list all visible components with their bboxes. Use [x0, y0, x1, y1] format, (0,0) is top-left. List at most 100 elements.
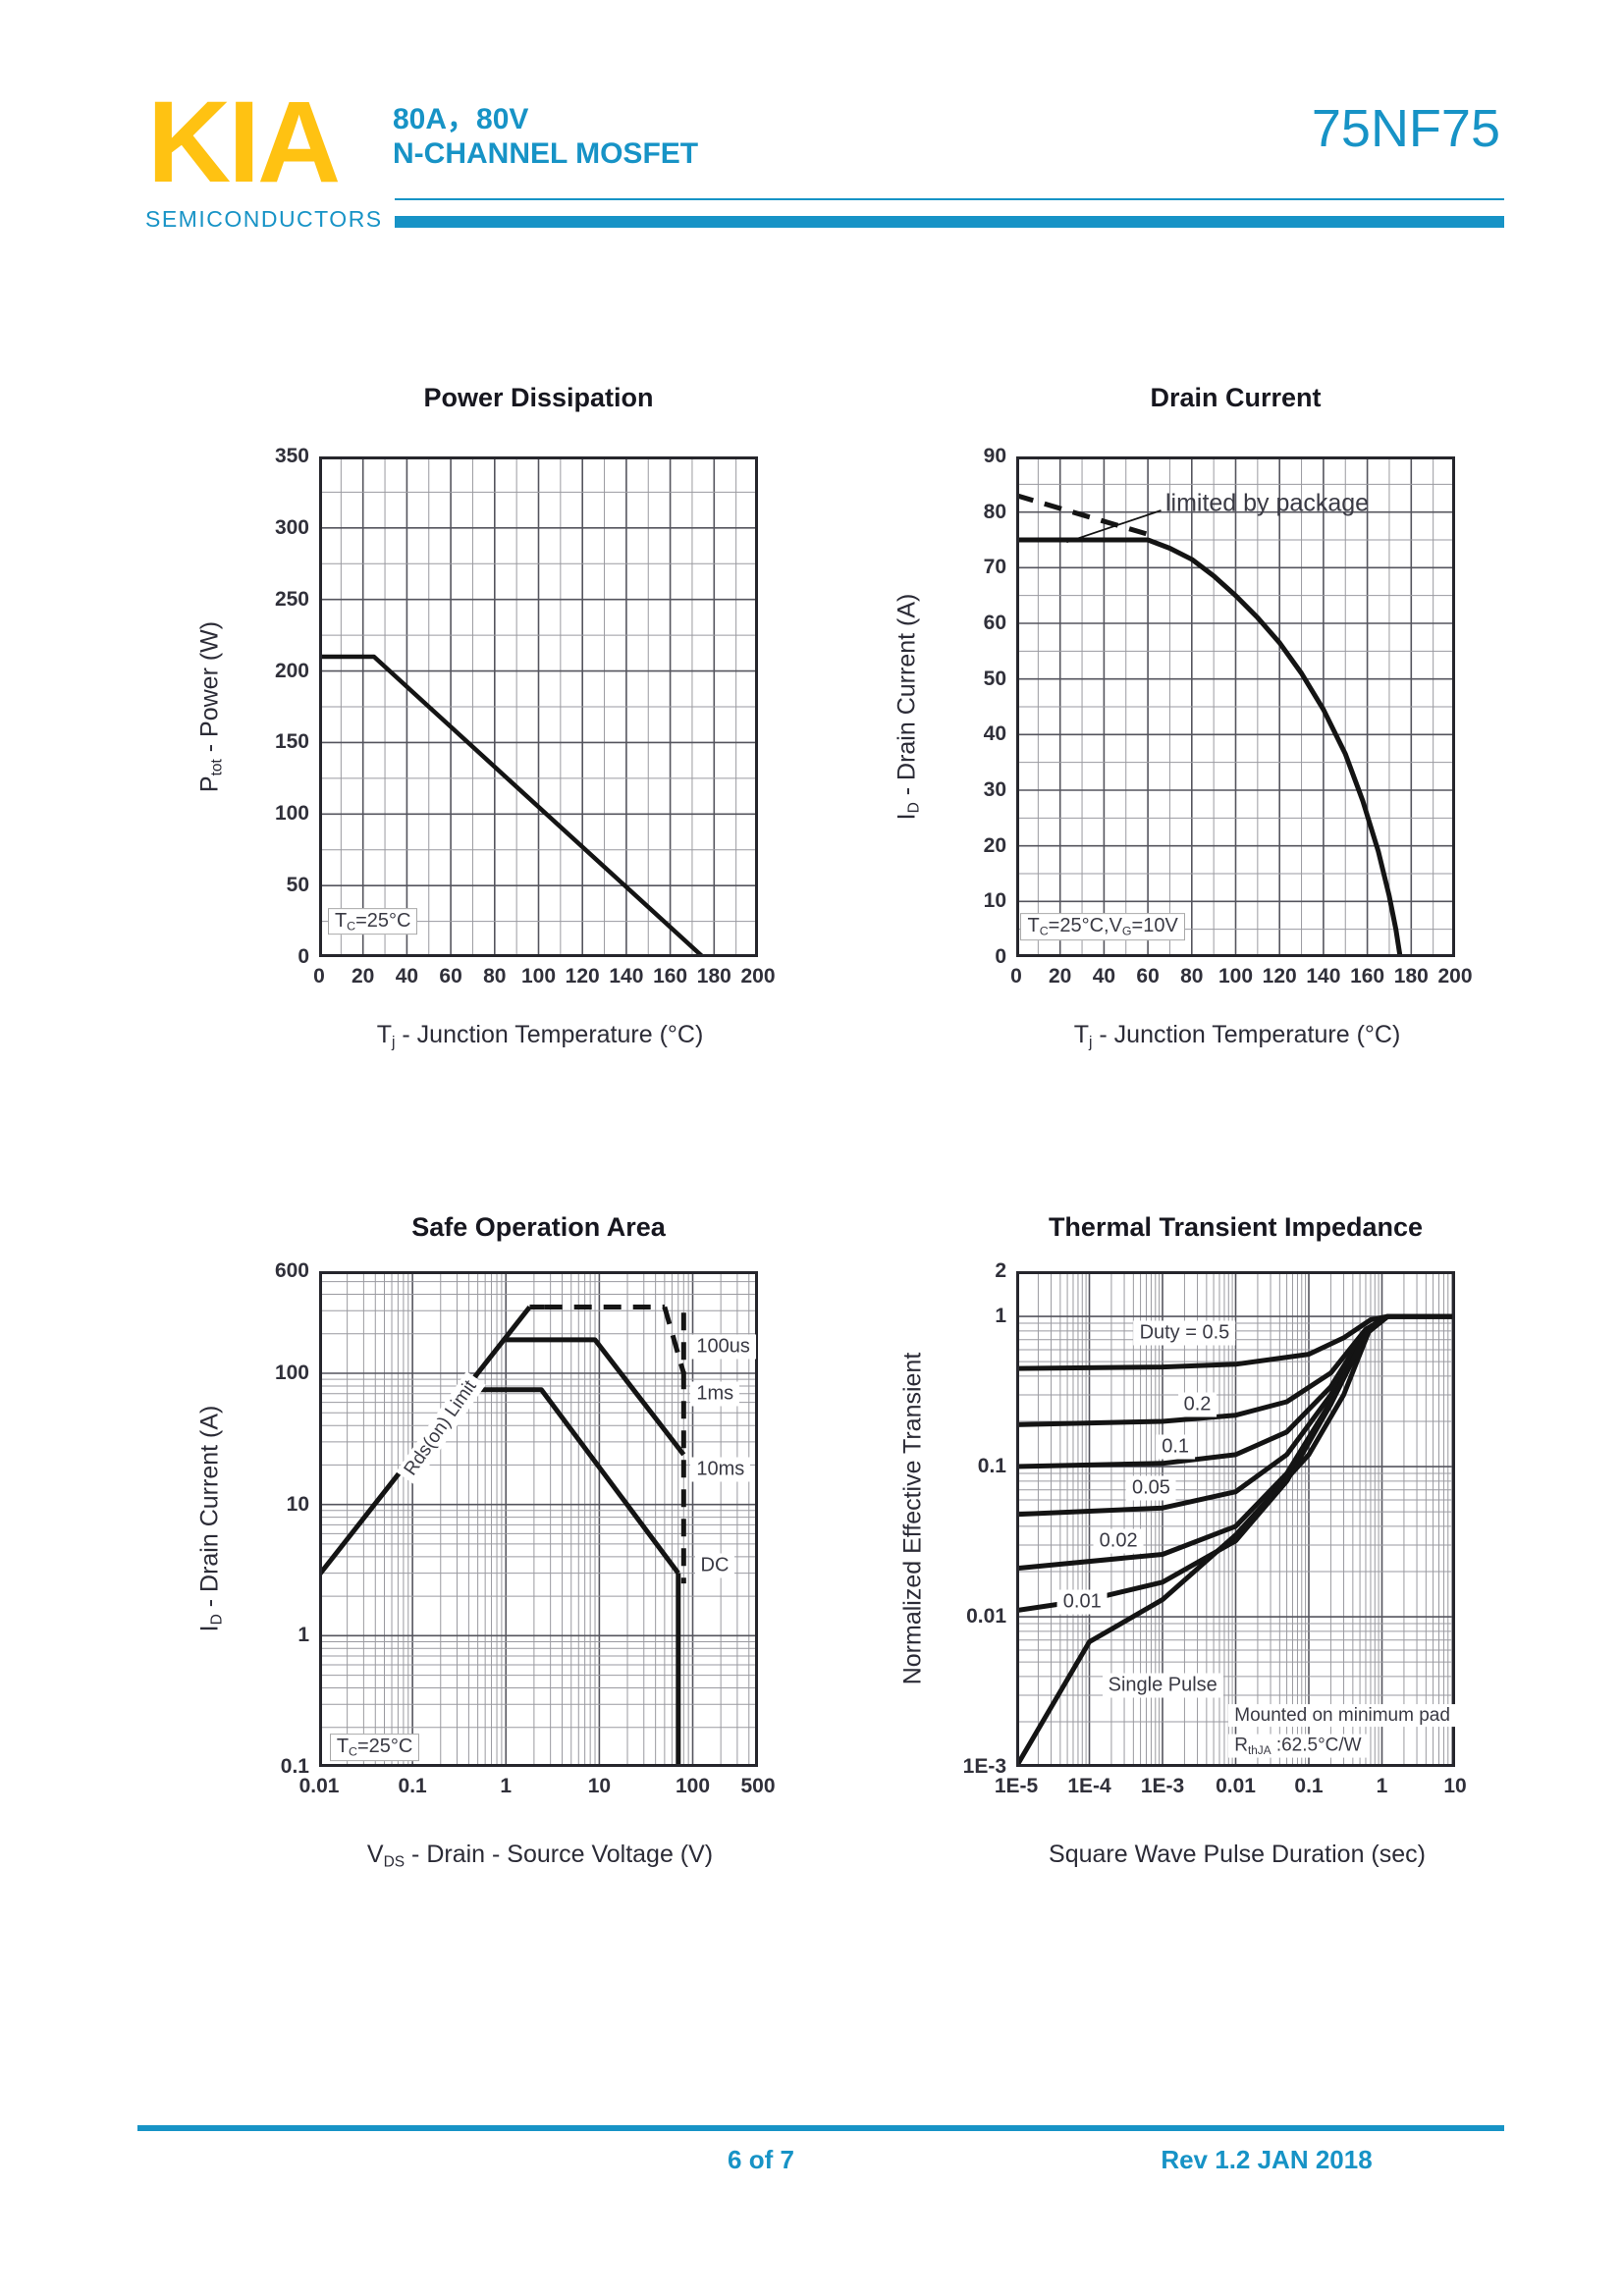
x-tick-label: 1E-4 — [1067, 1775, 1111, 1797]
x-tick-label: 10 — [1443, 1775, 1467, 1797]
condition-label: TC=25°C,VG=10V — [1020, 912, 1185, 940]
y-tick-label: 80 — [983, 500, 1006, 523]
duty-0.2-label: 0.2 — [1177, 1392, 1217, 1417]
pulse-1ms-curve — [506, 1337, 686, 1457]
x-tick-label: 0.01 — [1216, 1775, 1256, 1797]
y-tick-label: 10 — [286, 1492, 309, 1516]
label-10ms: 10ms — [690, 1457, 751, 1482]
x-tick-label: 200 — [1437, 965, 1473, 988]
drain-current-plot-area — [1016, 456, 1455, 957]
chart-safe-operation-area: Safe Operation Area ID - Drain Current (… — [137, 1193, 805, 1909]
x-tick-label: 0 — [313, 965, 325, 988]
chart-title: Thermal Transient Impedance — [1048, 1212, 1424, 1242]
chart-power-dissipation: Power Dissipation Ptot - Power (W) Tj - … — [137, 373, 805, 1090]
footer-rule — [137, 2125, 1504, 2131]
duty-0.01-label: 0.01 — [1056, 1589, 1108, 1615]
power-derating-curve — [319, 654, 705, 957]
y-axis-label: ID - Drain Current (A) — [195, 1405, 226, 1632]
package-limit-curve — [1016, 493, 1149, 537]
chart-title: Drain Current — [1150, 383, 1322, 412]
y-tick-label: 90 — [983, 445, 1006, 467]
revision: Rev 1.2 JAN 2018 — [1161, 2145, 1373, 2174]
x-tick-label: 0.01 — [298, 1775, 340, 1797]
x-tick-label: 200 — [740, 965, 776, 988]
grid-lines — [1016, 456, 1455, 957]
x-tick-label: 100 — [520, 965, 557, 988]
x-tick-label: 40 — [1092, 965, 1116, 988]
x-tick-label: 60 — [1136, 965, 1160, 988]
header-rule-thick — [395, 216, 1504, 228]
x-tick-label: 160 — [1350, 965, 1385, 988]
package-limit-label: limited by package — [1164, 489, 1370, 517]
x-tick-label: 20 — [1049, 965, 1072, 988]
single-pulse-label: Single Pulse — [1102, 1673, 1223, 1698]
y-tick-label: 0 — [298, 945, 309, 968]
header-rule-thin — [395, 198, 1504, 200]
chart-drain-current: Drain Current ID - Drain Current (A) Tj … — [835, 373, 1502, 1090]
y-tick-label: 50 — [983, 667, 1006, 690]
condition-label: TC=25°C — [327, 907, 418, 935]
label-100us: 100us — [690, 1334, 756, 1360]
y-tick-label: 200 — [274, 659, 309, 682]
x-tick-label: 1E-3 — [1140, 1775, 1185, 1797]
x-axis-label: Tj - Junction Temperature (°C) — [1073, 1021, 1401, 1051]
x-tick-label: 120 — [565, 965, 600, 988]
annotation-leader-line — [1066, 509, 1162, 544]
x-tick-label: 500 — [740, 1775, 776, 1797]
y-tick-label: 50 — [286, 874, 309, 897]
y-tick-label: 0.1 — [977, 1455, 1006, 1478]
y-tick-label: 1 — [298, 1624, 309, 1647]
x-tick-label: 10 — [587, 1775, 612, 1797]
x-tick-label: 80 — [1180, 965, 1204, 988]
pulse-10ms-curve — [468, 1387, 680, 1575]
chart-title: Power Dissipation — [423, 383, 654, 412]
x-tick-label: 0.1 — [1294, 1775, 1324, 1797]
y-axis-label: ID - Drain Current (A) — [893, 593, 923, 821]
grid-lines — [319, 456, 758, 957]
y-tick-label: 150 — [274, 730, 309, 754]
chart-thermal-transient-impedance: Thermal Transient Impedance Normalized E… — [835, 1193, 1502, 1909]
y-tick-label: 1E-3 — [962, 1755, 1006, 1778]
y-tick-label: 2 — [995, 1259, 1006, 1282]
x-tick-label: 120 — [1262, 965, 1297, 988]
label-dc: DC — [694, 1553, 735, 1578]
x-tick-label: 100 — [1217, 965, 1254, 988]
y-tick-label: 100 — [274, 802, 309, 826]
x-tick-label: 40 — [395, 965, 419, 988]
y-tick-label: 40 — [983, 722, 1006, 746]
y-tick-label: 600 — [274, 1259, 309, 1282]
y-tick-label: 70 — [983, 556, 1006, 579]
duty-0.5-label: Duty = 0.5 — [1133, 1320, 1236, 1346]
y-tick-label: 350 — [274, 445, 309, 467]
y-tick-label: 10 — [983, 889, 1006, 913]
rthja-note: RthJA :62.5°C/W — [1228, 1734, 1368, 1759]
chart-title: Safe Operation Area — [411, 1212, 666, 1242]
y-tick-label: 30 — [983, 778, 1006, 801]
y-tick-label: 100 — [274, 1362, 309, 1384]
duty-0.05-label: 0.05 — [1125, 1475, 1176, 1501]
duty-0.1-label: 0.1 — [1156, 1434, 1196, 1460]
x-axis-label: Square Wave Pulse Duration (sec) — [1049, 1841, 1426, 1868]
y-tick-label: 300 — [274, 515, 309, 539]
plot-border — [1016, 1271, 1455, 1767]
company-logo-subtitle: SEMICONDUCTORS — [145, 206, 383, 232]
x-tick-label: 140 — [609, 965, 644, 988]
y-tick-label: 0.01 — [966, 1605, 1006, 1629]
single-pulse-curve — [1016, 1313, 1455, 1767]
x-tick-label: 1E-5 — [994, 1775, 1039, 1797]
x-tick-label: 100 — [675, 1775, 711, 1797]
grid-lines — [1016, 1271, 1455, 1767]
x-tick-label: 0.1 — [398, 1775, 427, 1797]
thermal-transient-impedance-plot-area — [1016, 1271, 1455, 1767]
device-rating: 80A，80V — [393, 103, 529, 135]
y-tick-label: 0 — [995, 945, 1006, 968]
duty-0.02-label: 0.02 — [1093, 1528, 1144, 1554]
y-tick-label: 60 — [983, 612, 1006, 634]
x-tick-label: 80 — [483, 965, 507, 988]
y-tick-label: 0.1 — [280, 1755, 309, 1778]
plot-border — [319, 1271, 758, 1767]
drain-current-derating-curve — [1016, 537, 1403, 957]
x-tick-label: 0 — [1010, 965, 1022, 988]
company-logo: KIA — [147, 78, 341, 207]
